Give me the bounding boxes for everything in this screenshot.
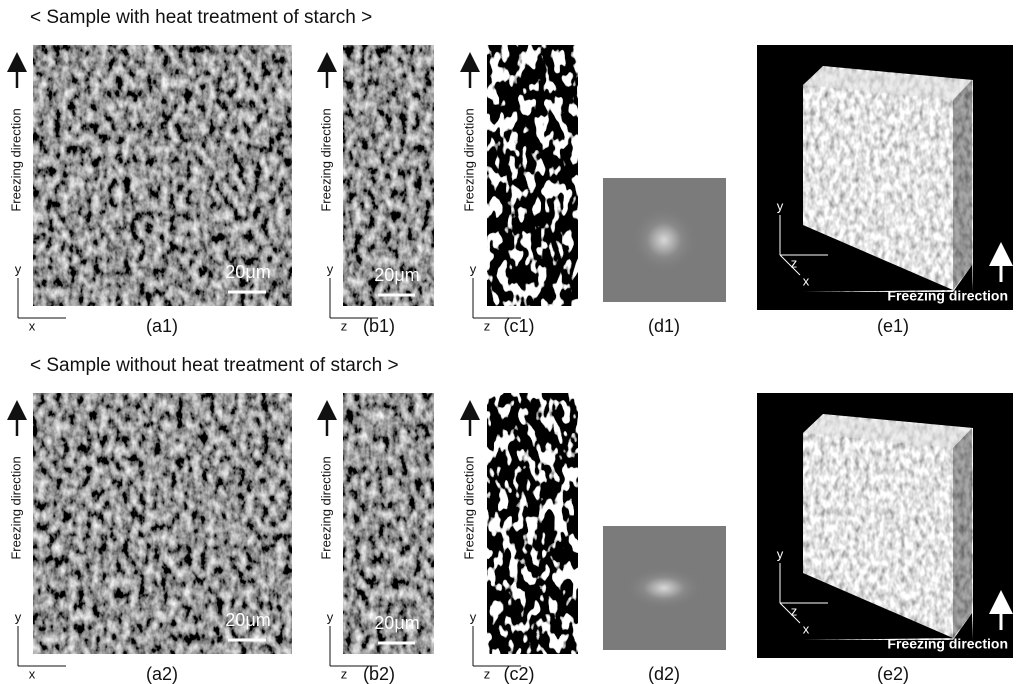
axis-line xyxy=(779,254,801,276)
row-heading: < Sample with heat treatment of starch > xyxy=(30,7,372,28)
axis-label: y xyxy=(777,546,784,561)
row-heading: < Sample without heat treatment of starc… xyxy=(30,355,399,376)
panel-label: (b2) xyxy=(363,664,395,684)
cube-side xyxy=(953,80,972,290)
panel-label: (a1) xyxy=(146,316,178,336)
binary-image xyxy=(487,45,578,306)
scale-bar-label: 20μm xyxy=(225,610,270,630)
panel-label: (d2) xyxy=(648,664,680,684)
scale-bar-label: 20μm xyxy=(225,262,270,282)
freezing-direction: Freezing direction xyxy=(461,456,476,559)
freezing-direction: Freezing direction xyxy=(461,108,476,211)
axis-label: y xyxy=(327,261,334,276)
cube-top xyxy=(803,68,972,100)
fft-glow xyxy=(630,206,698,274)
axis-label: y xyxy=(15,261,22,276)
cube-side xyxy=(953,428,972,638)
sem-image xyxy=(33,393,292,654)
cube-mask xyxy=(803,66,823,85)
scale-bar-label: 20μm xyxy=(374,265,419,285)
cube-mask xyxy=(953,265,973,292)
axis-label: x xyxy=(29,318,36,333)
sem-image xyxy=(343,393,434,654)
axis-label: z xyxy=(341,666,348,681)
binary-image xyxy=(487,393,578,654)
cube-mask xyxy=(803,414,973,428)
cube-mask xyxy=(803,66,973,80)
panel-label: (e2) xyxy=(877,664,909,684)
axis-label: x xyxy=(29,666,36,681)
freezing-direction: Freezing direction xyxy=(887,288,1008,304)
panel-label: (b1) xyxy=(363,316,395,336)
freezing-direction: Freezing direction xyxy=(8,456,23,559)
fft-glow xyxy=(624,566,704,610)
cube-mask xyxy=(803,414,823,433)
scale-bar-label: 20μm xyxy=(374,613,419,633)
axis-label: y xyxy=(470,609,477,624)
freezing-direction: Freezing direction xyxy=(318,456,333,559)
freezing-direction: Freezing direction xyxy=(8,108,23,211)
panel-label: (c1) xyxy=(504,316,535,336)
panel-label: (d1) xyxy=(648,316,680,336)
freezing-direction: Freezing direction xyxy=(318,108,333,211)
axis-line xyxy=(779,602,801,624)
panel-label: (e1) xyxy=(877,316,909,336)
panel-label: (c2) xyxy=(504,664,535,684)
axis-label: z xyxy=(484,666,491,681)
axis-label: z xyxy=(341,318,348,333)
axis-label: y xyxy=(777,198,784,213)
axis-label: z xyxy=(791,255,798,270)
freezing-direction: Freezing direction xyxy=(887,636,1008,652)
panel-label: (a2) xyxy=(146,664,178,684)
sem-image xyxy=(33,45,292,306)
sem-image xyxy=(343,45,434,306)
axis-label: z xyxy=(791,603,798,618)
axis-label: y xyxy=(15,609,22,624)
axis-label: x xyxy=(803,621,810,636)
axis-label: z xyxy=(484,318,491,333)
axis-label: y xyxy=(470,261,477,276)
axis-label: x xyxy=(803,273,810,288)
cube-mask xyxy=(803,573,953,640)
cube-mask xyxy=(953,613,973,640)
cube-top xyxy=(803,416,972,448)
cube-mask xyxy=(803,225,953,292)
axis-label: y xyxy=(327,609,334,624)
